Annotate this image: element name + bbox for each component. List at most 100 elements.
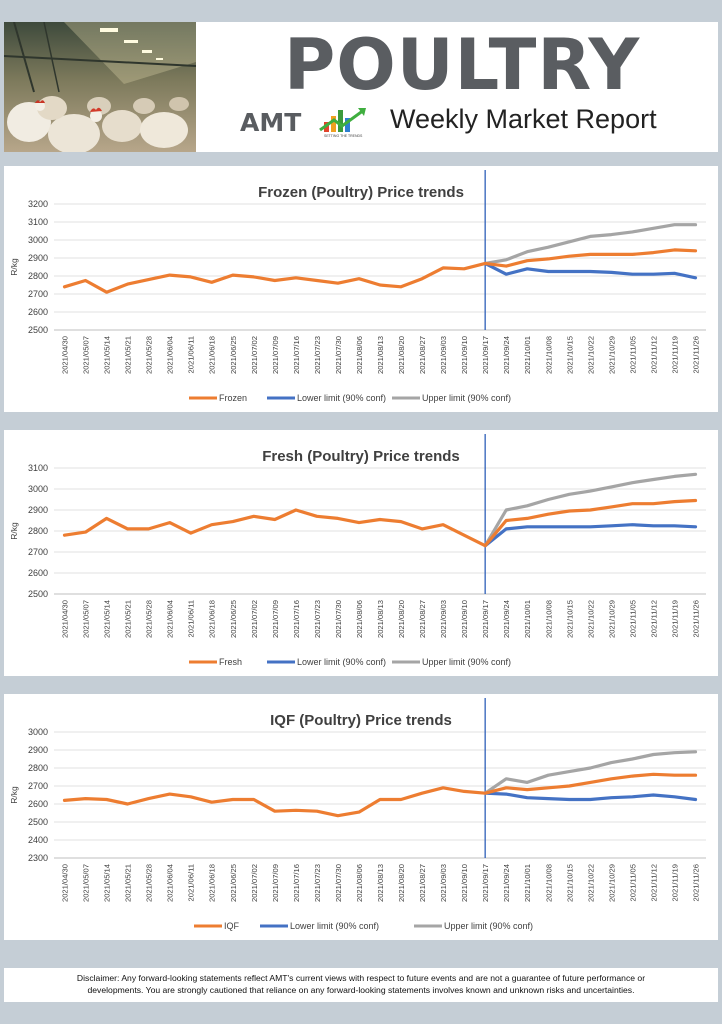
x-tick-label: 2021/06/18 xyxy=(208,336,217,374)
chart-title: Fresh (Poultry) Price trends xyxy=(262,448,460,465)
y-tick-label: 3200 xyxy=(28,199,48,209)
amt-logo: AMT SETTING THE TRENDS xyxy=(240,106,370,142)
frozen-chart-panel: Frozen (Poultry) Price trends 2500 2600 270… xyxy=(4,166,718,412)
x-tick-label: 2021/11/26 xyxy=(691,600,700,637)
x-tick-label: 2021/06/18 xyxy=(208,864,217,902)
disclaimer: Disclaimer: Any forward-looking statemen… xyxy=(4,968,718,1002)
x-tick-label: 2021/10/29 xyxy=(607,336,616,374)
x-tick-label: 2021/10/15 xyxy=(565,336,574,374)
y-tick-label: 2400 xyxy=(28,835,48,845)
frozen-price-chart: Frozen (Poultry) Price trends 2500 2600 270… xyxy=(9,170,706,403)
x-tick-label: 2021/10/01 xyxy=(523,336,532,374)
x-tick-label: 2021/08/13 xyxy=(376,600,385,638)
legend-label-actual: Fresh xyxy=(219,657,242,667)
x-tick-label: 2021/06/04 xyxy=(166,864,175,902)
x-tick-label: 2021/07/16 xyxy=(292,864,301,902)
legend-label-lower-limit: Lower limit (90% conf) xyxy=(297,657,386,667)
amt-logo-tagline: SETTING THE TRENDS xyxy=(324,134,363,138)
report-header: POULTRY AMT SETTING THE TRENDS Weekly Ma… xyxy=(4,22,718,152)
x-tick-label: 2021/06/04 xyxy=(166,336,175,374)
legend-label-lower-limit: Lower limit (90% conf) xyxy=(297,393,386,403)
disclaimer-line-2: developments. You are strongly cautioned… xyxy=(87,985,635,995)
x-tick-label: 2021/11/05 xyxy=(628,600,637,637)
y-tick-label: 2300 xyxy=(28,853,48,863)
y-tick-label: 3100 xyxy=(28,217,48,227)
y-tick-label: 2900 xyxy=(28,253,48,263)
x-tick-label: 2021/10/15 xyxy=(565,600,574,638)
y-tick-label: 2500 xyxy=(28,325,48,335)
legend-label-lower-limit: Lower limit (90% conf) xyxy=(290,921,379,931)
x-tick-label: 2021/09/03 xyxy=(439,600,448,638)
y-tick-label: 2500 xyxy=(28,817,48,827)
x-tick-label: 2021/08/13 xyxy=(376,336,385,374)
x-tick-label: 2021/07/16 xyxy=(292,336,301,374)
series-line-upper-limit xyxy=(483,750,698,795)
x-tick-label: 2021/08/20 xyxy=(397,336,406,374)
x-tick-label: 2021/11/19 xyxy=(670,336,679,373)
x-tick-label: 2021/09/03 xyxy=(439,336,448,374)
y-tick-label: 2800 xyxy=(28,526,48,536)
x-tick-label: 2021/07/02 xyxy=(250,336,259,374)
x-tick-label: 2021/06/18 xyxy=(208,600,217,638)
x-tick-label: 2021/04/30 xyxy=(61,336,70,374)
series-line-upper-limit xyxy=(483,472,698,548)
x-tick-label: 2021/07/23 xyxy=(313,864,322,902)
x-tick-label: 2021/05/28 xyxy=(145,864,154,902)
series-line-lower-limit xyxy=(483,261,698,280)
x-tick-label: 2021/10/29 xyxy=(607,864,616,902)
report-subtitle: Weekly Market Report xyxy=(390,104,657,134)
x-tick-label: 2021/07/02 xyxy=(250,600,259,638)
x-tick-label: 2021/10/08 xyxy=(544,336,553,374)
x-tick-label: 2021/05/21 xyxy=(124,864,133,902)
series-line-actual xyxy=(62,248,698,294)
y-tick-label: 2500 xyxy=(28,589,48,599)
x-tick-label: 2021/05/21 xyxy=(124,600,133,638)
x-tick-label: 2021/09/24 xyxy=(502,336,511,374)
x-tick-label: 2021/06/25 xyxy=(229,600,238,638)
x-tick-label: 2021/08/27 xyxy=(418,600,427,638)
legend-label-upper-limit: Upper limit (90% conf) xyxy=(422,657,511,667)
x-tick-label: 2021/08/06 xyxy=(355,600,364,638)
x-tick-label: 2021/07/23 xyxy=(313,600,322,638)
x-tick-label: 2021/10/15 xyxy=(565,864,574,902)
x-tick-label: 2021/09/10 xyxy=(460,864,469,902)
y-axis-label: R/kg xyxy=(9,258,19,276)
y-axis-label: R/kg xyxy=(9,522,19,540)
x-tick-label: 2021/07/30 xyxy=(334,600,343,638)
series-line-actual xyxy=(62,772,698,818)
y-tick-label: 2800 xyxy=(28,763,48,773)
x-tick-label: 2021/05/07 xyxy=(82,600,91,638)
x-tick-label: 2021/07/09 xyxy=(271,336,280,374)
x-tick-label: 2021/09/10 xyxy=(460,336,469,374)
y-tick-label: 3100 xyxy=(28,463,48,473)
x-tick-label: 2021/04/30 xyxy=(61,600,70,638)
legend-label-upper-limit: Upper limit (90% conf) xyxy=(422,393,511,403)
x-tick-label: 2021/05/28 xyxy=(145,600,154,638)
x-tick-label: 2021/09/03 xyxy=(439,864,448,902)
x-tick-label: 2021/05/07 xyxy=(82,864,91,902)
x-tick-label: 2021/11/05 xyxy=(628,864,637,901)
series-line-actual xyxy=(62,498,698,548)
legend-label-actual: Frozen xyxy=(219,393,247,403)
x-tick-label: 2021/07/30 xyxy=(334,336,343,374)
x-tick-label: 2021/05/14 xyxy=(103,600,112,638)
disclaimer-line-1: Disclaimer: Any forward-looking statemen… xyxy=(76,973,646,983)
fresh-price-chart: Fresh (Poultry) Price trends 2500 2600 2700… xyxy=(9,434,706,667)
y-tick-label: 2800 xyxy=(28,271,48,281)
x-tick-label: 2021/09/17 xyxy=(481,336,490,374)
x-tick-label: 2021/08/06 xyxy=(355,336,364,374)
x-tick-label: 2021/11/19 xyxy=(670,600,679,637)
x-tick-label: 2021/09/10 xyxy=(460,600,469,638)
y-tick-label: 2600 xyxy=(28,799,48,809)
x-tick-label: 2021/10/08 xyxy=(544,600,553,638)
legend-label-upper-limit: Upper limit (90% conf) xyxy=(444,921,533,931)
y-tick-label: 2700 xyxy=(28,547,48,557)
x-tick-label: 2021/05/28 xyxy=(145,336,154,374)
x-tick-label: 2021/11/12 xyxy=(649,336,658,373)
iqf-chart-panel: IQF (Poultry) Price trends 2300 2400 2500 26… xyxy=(4,694,718,940)
x-tick-label: 2021/10/01 xyxy=(523,600,532,638)
x-tick-label: 2021/11/12 xyxy=(649,864,658,901)
x-tick-label: 2021/05/07 xyxy=(82,336,91,374)
x-tick-label: 2021/11/26 xyxy=(691,336,700,373)
x-tick-label: 2021/08/06 xyxy=(355,864,364,902)
